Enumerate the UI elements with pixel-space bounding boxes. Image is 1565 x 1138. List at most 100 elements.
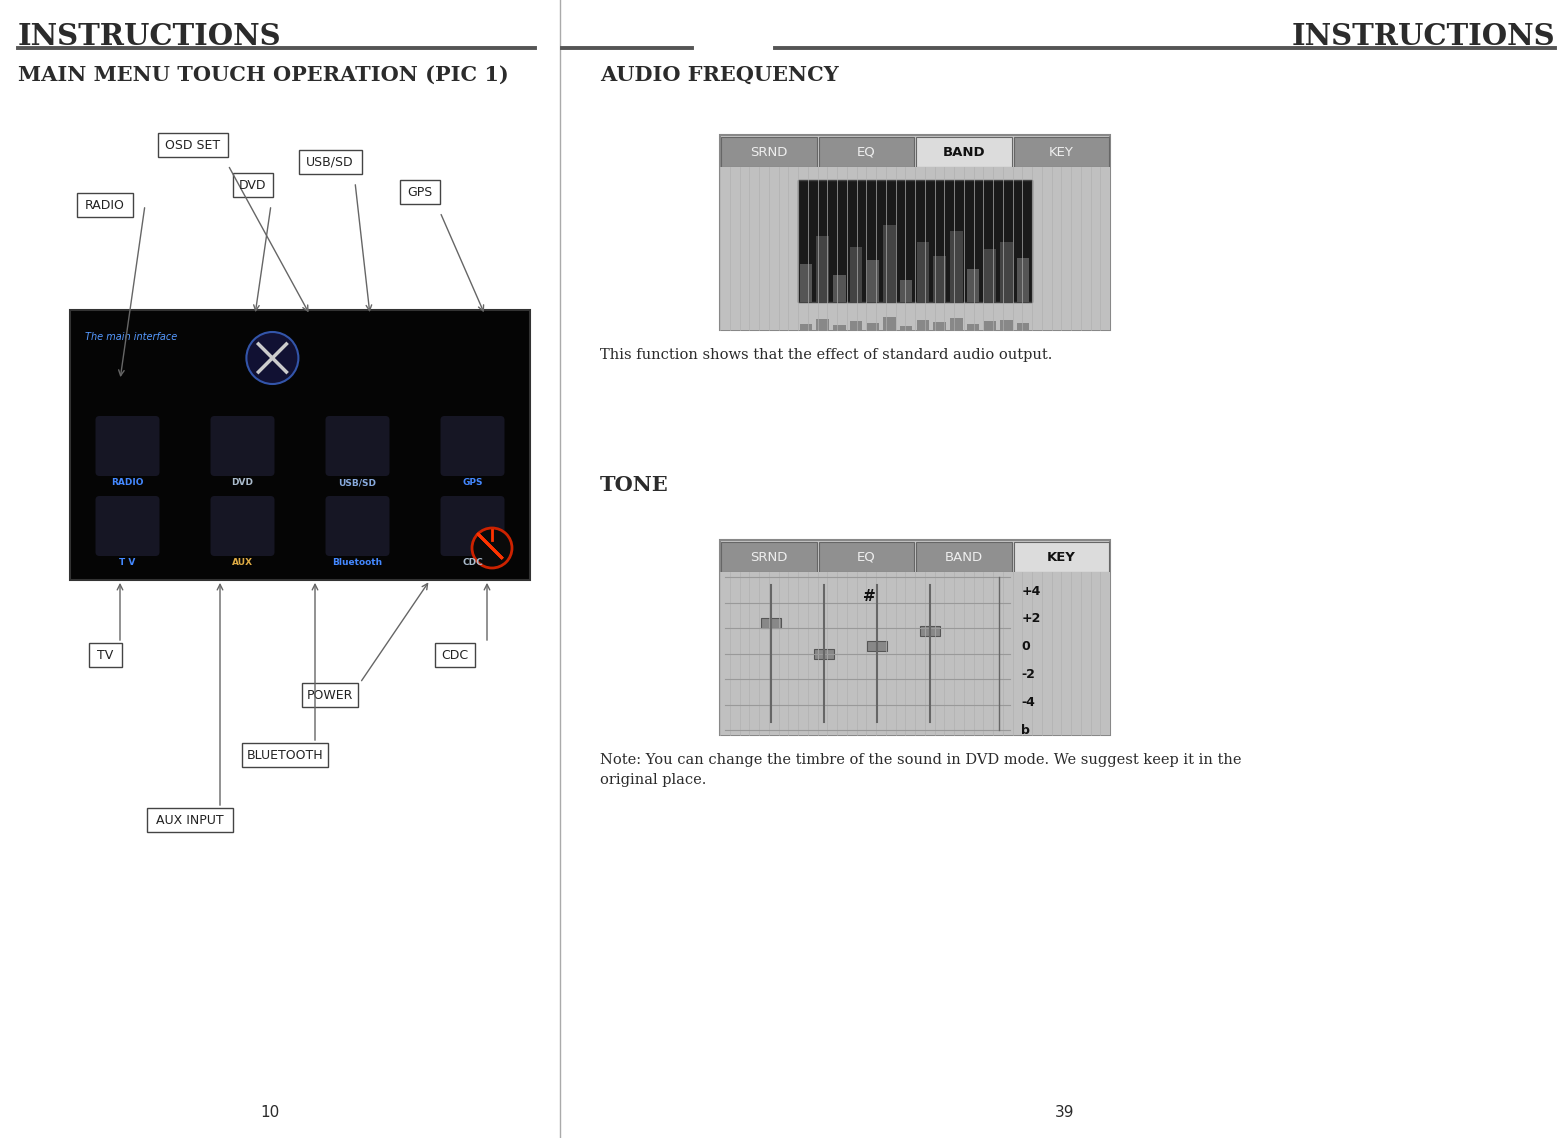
Bar — [800, 323, 812, 330]
FancyBboxPatch shape — [147, 808, 233, 832]
FancyBboxPatch shape — [720, 135, 1110, 330]
FancyBboxPatch shape — [95, 417, 160, 476]
Text: Bluetooth: Bluetooth — [332, 558, 382, 567]
Bar — [950, 231, 962, 303]
Bar — [883, 318, 895, 330]
Bar — [917, 241, 930, 303]
Text: +4: +4 — [1022, 585, 1041, 597]
Bar — [900, 327, 912, 330]
FancyBboxPatch shape — [211, 496, 274, 556]
FancyBboxPatch shape — [399, 180, 440, 204]
FancyBboxPatch shape — [326, 496, 390, 556]
Text: DVD: DVD — [239, 179, 266, 191]
FancyBboxPatch shape — [440, 496, 504, 556]
Bar — [817, 319, 829, 330]
FancyBboxPatch shape — [798, 180, 1031, 303]
Text: -2: -2 — [1022, 668, 1036, 682]
Text: b: b — [1022, 724, 1030, 736]
Text: 0: 0 — [1022, 641, 1030, 653]
Bar — [1017, 323, 1030, 330]
FancyBboxPatch shape — [916, 137, 1011, 167]
Text: #: # — [862, 589, 876, 604]
Text: KEY: KEY — [1047, 551, 1075, 563]
FancyBboxPatch shape — [435, 643, 476, 667]
FancyBboxPatch shape — [89, 643, 122, 667]
Text: T V: T V — [119, 558, 136, 567]
Bar — [800, 264, 812, 303]
FancyBboxPatch shape — [70, 310, 531, 580]
Bar — [983, 249, 995, 303]
Bar — [867, 641, 887, 651]
Text: RADIO: RADIO — [111, 478, 144, 487]
Text: -4: -4 — [1022, 696, 1036, 709]
FancyBboxPatch shape — [818, 137, 914, 167]
Text: GPS: GPS — [462, 478, 482, 487]
Text: AUX INPUT: AUX INPUT — [156, 814, 224, 826]
Bar — [920, 626, 941, 635]
Bar — [883, 225, 895, 303]
Text: KEY: KEY — [1049, 146, 1074, 158]
FancyBboxPatch shape — [95, 496, 160, 556]
FancyBboxPatch shape — [302, 683, 358, 707]
Text: EQ: EQ — [858, 146, 876, 158]
Text: POWER: POWER — [307, 688, 354, 701]
Text: TONE: TONE — [599, 475, 668, 495]
Bar — [833, 325, 845, 330]
Text: SRND: SRND — [750, 146, 787, 158]
Text: GPS: GPS — [407, 185, 432, 198]
Bar — [867, 261, 880, 303]
FancyBboxPatch shape — [916, 542, 1011, 572]
Text: BAND: BAND — [945, 551, 983, 563]
Bar — [1000, 241, 1013, 303]
Text: AUDIO FREQUENCY: AUDIO FREQUENCY — [599, 65, 839, 85]
Bar — [814, 649, 834, 659]
FancyBboxPatch shape — [211, 417, 274, 476]
Bar — [933, 256, 945, 303]
Text: EQ: EQ — [858, 551, 876, 563]
Text: CDC: CDC — [441, 649, 468, 661]
Text: CDC: CDC — [462, 558, 484, 567]
Bar — [967, 324, 980, 330]
FancyBboxPatch shape — [158, 133, 228, 157]
Bar — [1017, 258, 1030, 303]
Bar — [967, 270, 980, 303]
Text: AUX: AUX — [232, 558, 254, 567]
Bar — [933, 322, 945, 330]
Text: This function shows that the effect of standard audio output.: This function shows that the effect of s… — [599, 348, 1052, 362]
Bar — [900, 280, 912, 303]
Text: Note: You can change the timbre of the sound in DVD mode. We suggest keep it in : Note: You can change the timbre of the s… — [599, 753, 1241, 767]
Bar — [983, 321, 995, 330]
Text: The main interface: The main interface — [85, 332, 177, 343]
Text: +2: +2 — [1022, 612, 1041, 626]
FancyBboxPatch shape — [720, 541, 1110, 735]
FancyBboxPatch shape — [720, 572, 1110, 735]
FancyBboxPatch shape — [818, 542, 914, 572]
Circle shape — [246, 332, 299, 384]
Bar — [867, 323, 880, 330]
FancyBboxPatch shape — [299, 150, 362, 174]
Text: SRND: SRND — [750, 551, 787, 563]
Text: 10: 10 — [260, 1105, 280, 1120]
FancyBboxPatch shape — [721, 542, 817, 572]
Text: BAND: BAND — [942, 146, 984, 158]
Text: INSTRUCTIONS: INSTRUCTIONS — [19, 22, 282, 51]
Text: original place.: original place. — [599, 773, 706, 787]
Bar — [917, 320, 930, 330]
Text: TV: TV — [97, 649, 113, 661]
Text: INSTRUCTIONS: INSTRUCTIONS — [1291, 22, 1556, 51]
Text: MAIN MENU TOUCH OPERATION (PIC 1): MAIN MENU TOUCH OPERATION (PIC 1) — [19, 65, 509, 85]
Bar — [817, 237, 829, 303]
FancyBboxPatch shape — [721, 137, 817, 167]
FancyBboxPatch shape — [1014, 542, 1110, 572]
Bar — [1000, 320, 1013, 330]
Bar — [850, 247, 862, 303]
Circle shape — [473, 528, 512, 568]
Bar — [833, 274, 845, 303]
FancyBboxPatch shape — [233, 173, 274, 197]
Bar — [761, 618, 781, 628]
FancyBboxPatch shape — [243, 743, 327, 767]
Bar — [950, 319, 962, 330]
Text: USB/SD: USB/SD — [338, 478, 377, 487]
FancyBboxPatch shape — [720, 167, 1110, 330]
FancyBboxPatch shape — [77, 193, 133, 217]
